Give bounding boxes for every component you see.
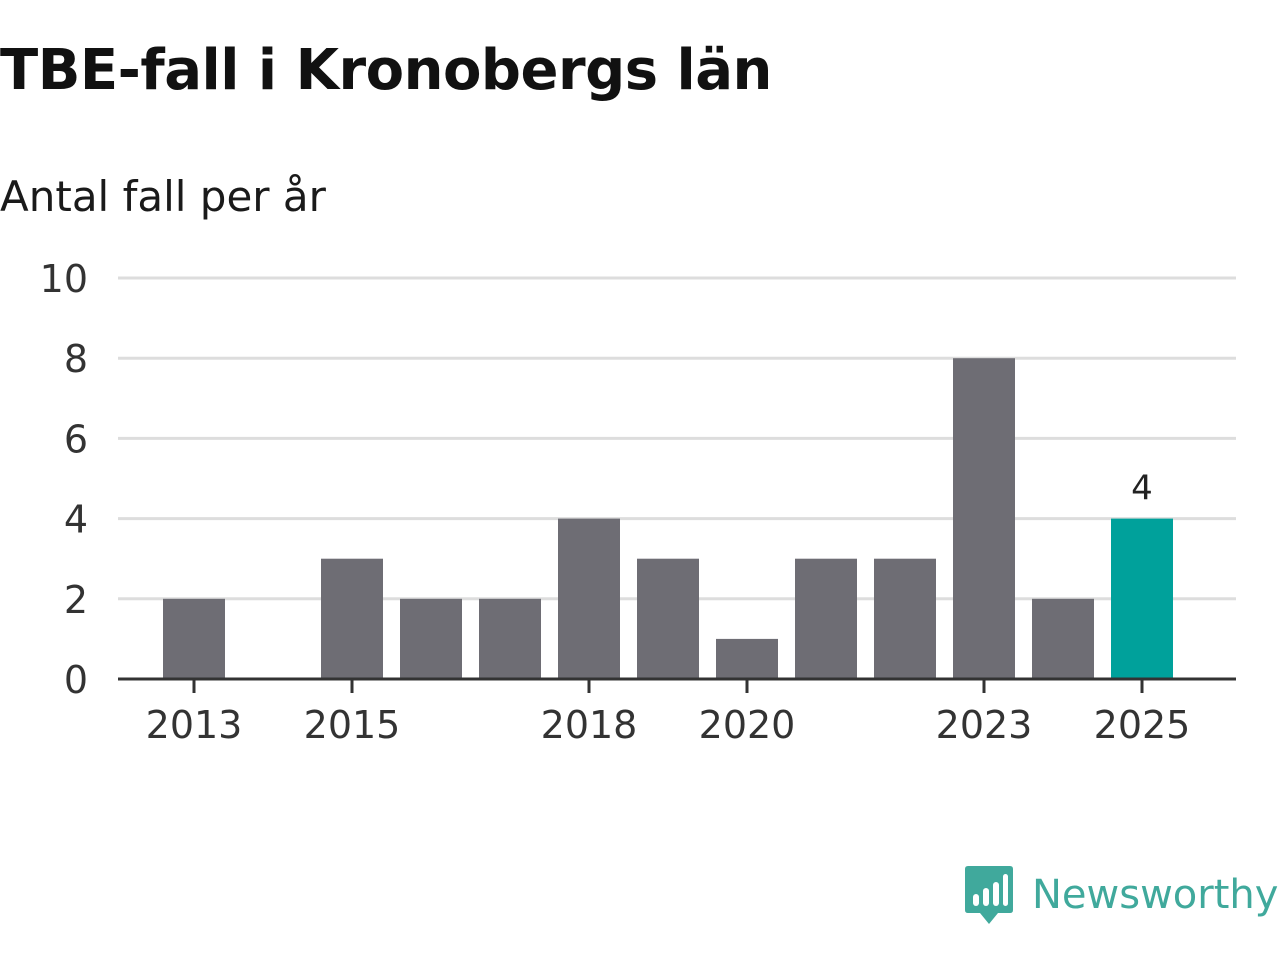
- y-axis-ticks: 0 2 4 6 8 10: [40, 257, 88, 702]
- x-tick-label: 2023: [936, 703, 1033, 747]
- brand-name: Newsworthy: [1032, 872, 1279, 918]
- x-tick-label: 2025: [1094, 703, 1191, 747]
- x-tick-label: 2015: [304, 703, 401, 747]
- y-tick-label: 4: [64, 498, 88, 542]
- bar-chart: 0 2 4 6 8 10 2013 2015 2018 2020 2023 2025 4: [40, 257, 1236, 747]
- bar-2013[interactable]: [163, 598, 225, 679]
- data-label-2025: 4: [1131, 469, 1153, 509]
- newsworthy-logo-icon: [965, 866, 1013, 924]
- bar-2018[interactable]: [558, 518, 620, 679]
- y-tick-label: 2: [64, 578, 88, 622]
- y-tick-label: 10: [40, 257, 88, 301]
- bar-2021[interactable]: [795, 558, 857, 679]
- bar-2019[interactable]: [637, 558, 699, 679]
- bar-2023[interactable]: [953, 358, 1015, 679]
- bar-2022[interactable]: [874, 558, 936, 679]
- bars: [163, 358, 1173, 679]
- bar-2016[interactable]: [400, 598, 462, 679]
- bar-2015[interactable]: [321, 558, 383, 679]
- chart-subtitle: Antal fall per år: [0, 172, 326, 221]
- x-tick-label: 2013: [146, 703, 243, 747]
- bar-2020[interactable]: [716, 638, 778, 679]
- bar-2024[interactable]: [1032, 598, 1094, 679]
- data-labels: 4: [1131, 469, 1153, 509]
- y-tick-label: 6: [64, 417, 88, 461]
- x-tick-label: 2018: [541, 703, 638, 747]
- x-tick-label: 2020: [699, 703, 796, 747]
- chart-title: TBE-fall i Kronobergs län: [0, 38, 772, 103]
- bar-2017[interactable]: [479, 598, 541, 679]
- newsworthy-logo[interactable]: Newsworthy: [964, 864, 1278, 926]
- x-axis: 2013 2015 2018 2020 2023 2025: [118, 677, 1236, 747]
- y-tick-label: 8: [64, 337, 88, 381]
- bar-2025[interactable]: [1111, 518, 1173, 679]
- gridlines: [118, 276, 1236, 601]
- y-tick-label: 0: [64, 658, 88, 702]
